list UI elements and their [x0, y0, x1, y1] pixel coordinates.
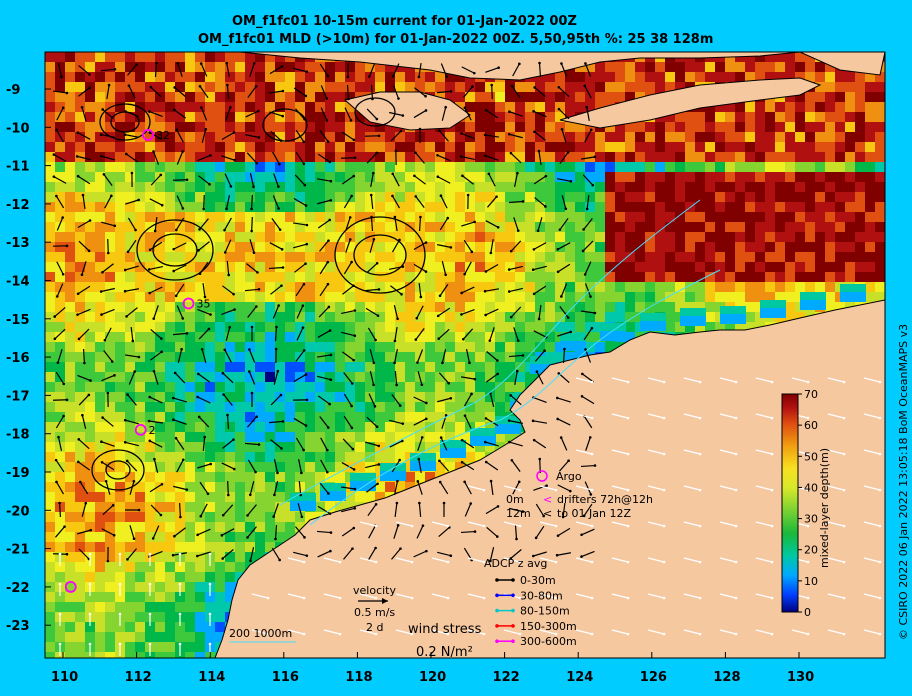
argo-float-id: 2	[149, 424, 156, 437]
argo-float-id: 35	[197, 297, 211, 310]
adcp-label: 30-80m	[520, 589, 563, 602]
lon-tick-label: 120	[419, 670, 446, 685]
australia-land	[214, 299, 885, 658]
adcp-label: 150-300m	[520, 620, 577, 633]
lon-tick-label: 112	[125, 670, 152, 685]
wind-key-value: 0.2 N/m²	[416, 645, 473, 660]
lat-tick-label: -22	[6, 581, 30, 596]
lon-tick-label: 110	[51, 670, 78, 685]
lat-tick-label: -13	[6, 236, 30, 251]
argo-float-marker	[182, 297, 195, 310]
argo-float-marker	[64, 581, 77, 593]
lat-tick-label: -15	[6, 313, 30, 328]
adcp-legend: 0-30m 30-80m 80-150m 150-300m 300-600m	[495, 574, 577, 648]
velocity-key-title: velocity	[353, 584, 396, 597]
bathy-key: 200 1000m	[229, 627, 292, 640]
lat-tick-label: -16	[6, 351, 30, 366]
lat-tick-label: -9	[6, 83, 20, 98]
title-line-2: OM_f1fc01 MLD (>10m) for 01-Jan-2022 00Z…	[198, 32, 714, 47]
lat-tick-label: -10	[6, 121, 30, 136]
lat-tick-label: -11	[6, 160, 30, 175]
lat-tick-label: -14	[6, 275, 30, 290]
drifter-arrow-black-icon: <	[543, 507, 552, 520]
mld-field	[45, 52, 885, 658]
lat-tick-label: -12	[6, 198, 30, 213]
lat-tick-label: -19	[6, 466, 30, 481]
wind-key-title: wind stress	[408, 622, 482, 637]
adcp-title: ADCP z avg	[484, 557, 547, 570]
lat-tick-label: -21	[6, 543, 30, 558]
title-line-1: OM_f1fc01 10-15m current for 01-Jan-2022…	[232, 14, 577, 29]
adcp-label: 80-150m	[520, 605, 570, 618]
drifter-depth-12: 12m	[506, 507, 531, 520]
lon-tick-label: 128	[713, 670, 740, 685]
velocity-key-speed: 0.5 m/s	[354, 606, 395, 619]
lat-tick-label: -17	[6, 389, 30, 404]
lat-tick-label: -20	[6, 504, 30, 519]
colorbar-tick-label: 70	[804, 388, 818, 401]
argo-floats: 32 35 2	[64, 129, 211, 593]
lon-tick-label: 126	[640, 670, 667, 685]
timor-land	[559, 77, 822, 129]
lon-tick-label: 114	[198, 670, 225, 685]
northern-island	[799, 52, 885, 76]
adcp-label: 300-600m	[520, 635, 577, 648]
argo-float-id: 32	[156, 129, 170, 142]
colorbar-tick-label: 30	[804, 513, 818, 526]
velocity-key-duration: 2 d	[366, 621, 383, 634]
argo-legend-label: Argo	[556, 470, 582, 483]
colorbar-tick-label: 40	[804, 481, 818, 494]
colorbar-tick-label: 50	[804, 450, 818, 463]
colorbar-tick-label: 60	[804, 419, 818, 432]
colorbar-tick-label: 0	[804, 606, 811, 619]
adcp-label: 0-30m	[520, 574, 556, 587]
argo-float-marker	[134, 423, 147, 436]
drifter-label-1: drifters 72h@12h	[557, 493, 653, 506]
lon-tick-label: 118	[345, 670, 372, 685]
credit-text: © CSIRO 2022 06 Jan 2022 13:05:18 BoM Oc…	[897, 323, 910, 640]
drifter-depth-0: 0m	[506, 493, 524, 506]
colorbar: 0 10 20 30 40 50 60 70 mixed-layer depth(m)	[781, 388, 831, 619]
drifter-label-2: to 01 Jan 12Z	[557, 507, 631, 520]
lon-tick-label: 124	[566, 670, 593, 685]
argo-float-marker	[142, 129, 154, 141]
argo-legend-icon	[536, 470, 548, 482]
colorbar-tick-label: 10	[804, 575, 818, 588]
lon-tick-label: 116	[272, 670, 299, 685]
lon-tick-label: 122	[493, 670, 520, 685]
lat-tick-label: -23	[6, 619, 30, 634]
lat-tick-label: -18	[6, 428, 30, 443]
colorbar-label: mixed-layer depth(m)	[818, 448, 831, 568]
drifter-arrow-magenta-icon: <	[543, 493, 552, 506]
indonesia-land-1	[239, 52, 801, 81]
colorbar-tick-label: 20	[804, 544, 818, 557]
latitude-axis: -9 -10 -11 -12 -13 -14 -15 -16 -17 -18 -19 -20 -21 -2…	[6, 83, 51, 634]
longitude-axis: 110 112 114 116 118 120 122 124 126 128 130	[51, 652, 814, 685]
lon-tick-label: 130	[787, 670, 814, 685]
